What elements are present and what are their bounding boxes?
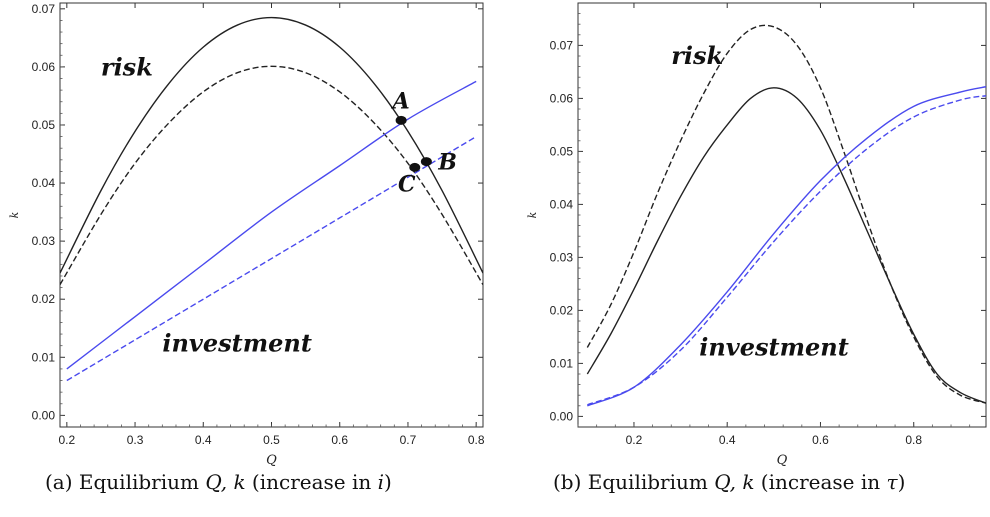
- panel-a-ytick-label: 0.07: [32, 2, 56, 16]
- panel-a-point-label-B: B: [437, 150, 457, 176]
- panel-b-series-3-line: [587, 86, 986, 407]
- caption-b-suffix-open: (increase in: [754, 470, 887, 494]
- panel-a-ytick-label: 0.00: [32, 408, 56, 422]
- panel-a-series-1-line: [60, 16, 483, 274]
- panel-b-ytick-label: 0.03: [550, 250, 574, 264]
- panel-a-ytick-label: 0.04: [32, 176, 56, 190]
- panel-b-series-4-line: [587, 95, 986, 406]
- caption-a-suffix-close: ): [384, 470, 392, 494]
- panel-a-ytick-label: 0.05: [32, 118, 56, 132]
- panel-b-annotation-investment: investment: [699, 332, 849, 361]
- panel-a-xtick-label: 0.6: [331, 433, 348, 447]
- panel-b-xtick-label: 0.6: [812, 433, 829, 447]
- panel-a-series-3-line: [66, 80, 477, 370]
- panel-a-ytick-label: 0.02: [32, 292, 56, 306]
- panel-a-point-A: [395, 115, 407, 125]
- caption-a-prefix: (a) Equilibrium: [45, 470, 206, 494]
- caption-a: (a) Equilibrium Q, k (increase in i): [45, 470, 392, 494]
- panel-a-ylabel: k: [8, 211, 21, 218]
- panel-a-xtick-label: 0.8: [468, 433, 485, 447]
- panel-b-chart: 0.2 0.4 0.6 0.8 0.00 0.01 0.02 0.03 0.04 0.05 0.06…: [526, 2, 987, 468]
- panel-a-xtick-label: 0.4: [195, 433, 212, 447]
- panel-a-xlabel: Q: [266, 453, 277, 468]
- panel-a-series-2-line: [60, 65, 483, 286]
- panel-b-ytick-label: 0.04: [550, 197, 574, 211]
- panel-b-ytick-label: 0.05: [550, 144, 574, 158]
- panel-b-xtick-label: 0.8: [905, 433, 922, 447]
- panel-a-xtick-label: 0.2: [58, 433, 75, 447]
- panel-b-ytick-label: 0.00: [550, 409, 574, 423]
- panel-a-ytick-label: 0.03: [32, 234, 56, 248]
- panel-b-xlabel: Q: [777, 453, 788, 468]
- panel-b-xtick-label: 0.2: [626, 433, 643, 447]
- panel-a-point-C: [409, 162, 421, 172]
- panel-a-ytick-label: 0.06: [32, 60, 56, 74]
- caption-a-vars: Q, k: [205, 470, 246, 494]
- caption-b-suffix-close: ): [897, 470, 906, 494]
- panel-a-annotation-investment: investment: [162, 328, 312, 357]
- panel-b-frame: [577, 2, 987, 428]
- panel-a-ytick-label: 0.01: [32, 350, 56, 364]
- caption-b: (b) Equilibrium Q, k (increase in τ): [553, 470, 905, 494]
- panel-a-point-B: [420, 157, 432, 167]
- panel-b-ytick-label: 0.01: [550, 356, 574, 370]
- panel-b-series-1-line: [586, 87, 986, 404]
- caption-a-param: i: [377, 470, 385, 494]
- caption-b-param: τ: [886, 470, 898, 494]
- panel-a-point-label-C: C: [398, 171, 416, 197]
- panel-b-ytick-label: 0.06: [550, 91, 574, 105]
- panel-b-xtick-label: 0.4: [719, 433, 736, 447]
- panel-a-chart: 0.2 0.3 0.4 0.5 0.6 0.7 0.8 0.00 0.01 0.02 0.03 0.0…: [8, 2, 485, 468]
- panel-a-xtick-label: 0.7: [400, 433, 417, 447]
- panel-b-ylabel: k: [526, 211, 539, 218]
- caption-b-prefix: (b) Equilibrium: [553, 470, 715, 494]
- panel-b-series-2-line: [586, 24, 986, 404]
- caption-a-suffix-open: (increase in: [245, 470, 378, 494]
- panel-a-xtick-label: 0.5: [263, 433, 280, 447]
- panel-b-ytick-label: 0.02: [550, 303, 574, 317]
- panel-a-series-4-line: [66, 135, 477, 382]
- panel-a-xtick-label: 0.3: [127, 433, 144, 447]
- panel-a-annotation-risk: risk: [101, 53, 153, 82]
- panel-a-point-label-A: A: [391, 88, 410, 114]
- caption-b-vars: Q, k: [714, 470, 755, 494]
- panel-b-annotation-risk: risk: [671, 41, 723, 70]
- panel-b-ytick-label: 0.07: [550, 38, 574, 52]
